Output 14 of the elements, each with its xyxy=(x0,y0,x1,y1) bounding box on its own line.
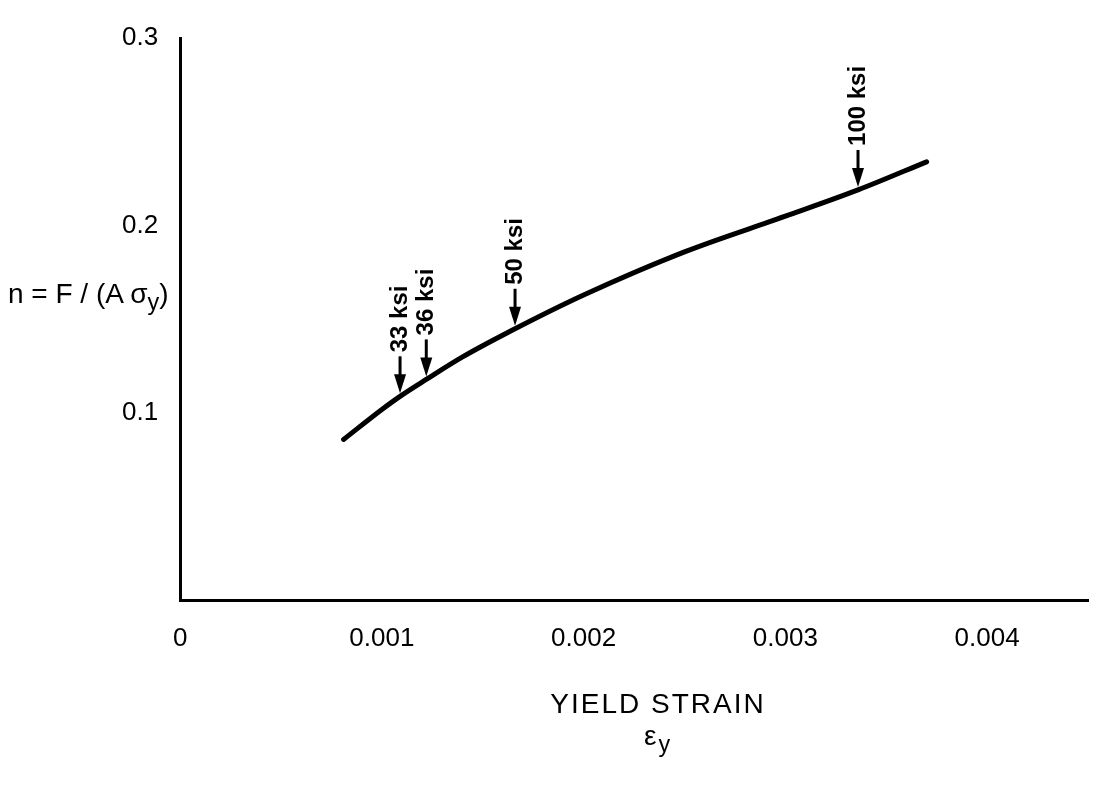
annotation: 33 ksi xyxy=(384,285,412,353)
x-tick-label: 0 xyxy=(172,621,188,652)
annotation: 50 ksi xyxy=(499,218,527,285)
y-tick-label: 0.1 xyxy=(121,396,159,427)
x-tick-label: 0.004 xyxy=(954,621,1020,652)
x-tick-label: 0.002 xyxy=(551,621,617,652)
x-tick-label: 0.001 xyxy=(349,621,415,652)
x-tick-label: 0.003 xyxy=(752,621,818,652)
y-axis-title: n = F / (A σ$_{y}$) xyxy=(8,278,170,316)
x-axis-title: YIELD STRAIN ε$_{y}$ xyxy=(549,688,767,758)
y-tick-label: 0.2 xyxy=(121,208,159,239)
y-tick-label: 0.3 xyxy=(121,21,159,52)
annotation: 100 ksi xyxy=(842,65,870,146)
annotation: 36 ksi xyxy=(410,268,438,336)
